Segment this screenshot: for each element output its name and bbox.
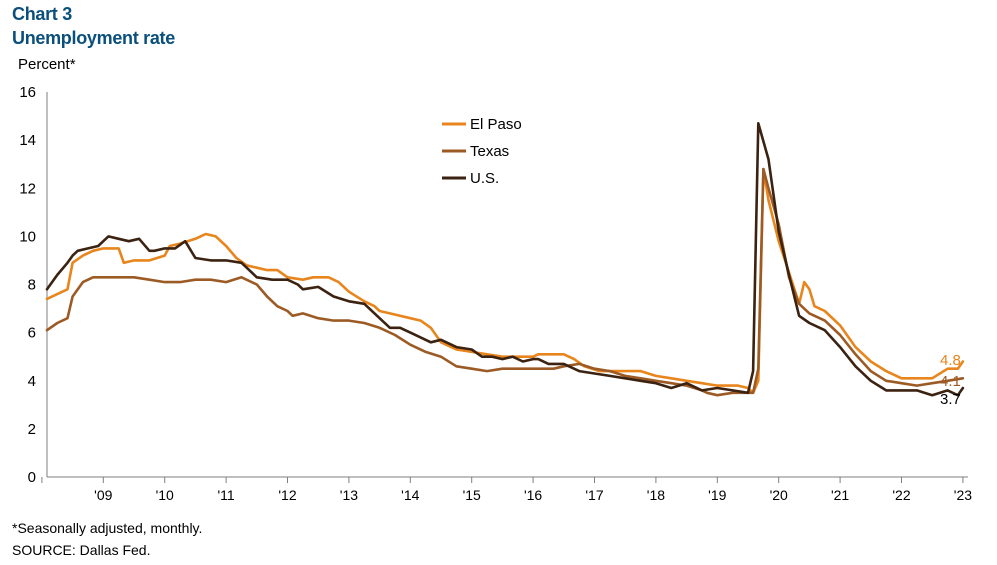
- series-line: [45, 167, 965, 395]
- y-tick-label: 16: [19, 84, 36, 101]
- y-tick-label: 10: [19, 228, 36, 245]
- end-value-label: 4.8: [940, 352, 961, 369]
- x-tick-label: '15: [463, 487, 481, 503]
- y-tick-label: 2: [28, 421, 36, 438]
- y-tick-label: 12: [19, 180, 36, 197]
- y-tick-label: 0: [28, 469, 36, 486]
- x-tick-label: '10: [156, 487, 174, 503]
- end-value-label: 3.7: [940, 391, 961, 408]
- x-tick-label: '19: [708, 487, 726, 503]
- y-tick-label: 4: [28, 373, 36, 390]
- line-chart: 0 2 4 6 8 10 12 14 16 '09 '10 '11 '12 '13 '14 '15 '16 '17…: [19, 84, 972, 503]
- y-tick-label: 6: [28, 325, 36, 342]
- x-tick-label: '21: [831, 487, 849, 503]
- x-tick-label: '12: [278, 487, 296, 503]
- x-tick-label: '09: [94, 487, 112, 503]
- x-tick-label: '22: [892, 487, 910, 503]
- y-tick-label: 14: [19, 132, 36, 149]
- x-tick-label: '13: [340, 487, 358, 503]
- x-tick-label: '16: [524, 487, 542, 503]
- y-axis-label: Percent*: [18, 56, 76, 73]
- series-line: [45, 122, 965, 397]
- legend-label: Texas: [470, 143, 509, 160]
- end-value-label: 4.1: [940, 373, 961, 390]
- footnote: *Seasonally adjusted, monthly.: [12, 520, 203, 536]
- x-tick-label: '14: [401, 487, 419, 503]
- x-tick-label: '18: [647, 487, 665, 503]
- chart-title: Unemployment rate: [12, 28, 175, 48]
- x-tick-label: '11: [217, 487, 234, 503]
- x-tick-label: '23: [954, 487, 972, 503]
- series-line: [45, 167, 965, 397]
- legend-label: El Paso: [470, 116, 522, 133]
- y-tick-label: 8: [28, 277, 36, 294]
- x-tick-label: '17: [585, 487, 603, 503]
- legend-label: U.S.: [470, 170, 499, 187]
- chart-number: Chart 3: [12, 4, 72, 24]
- source-note: SOURCE: Dallas Fed.: [12, 542, 151, 558]
- x-tick-label: '20: [770, 487, 788, 503]
